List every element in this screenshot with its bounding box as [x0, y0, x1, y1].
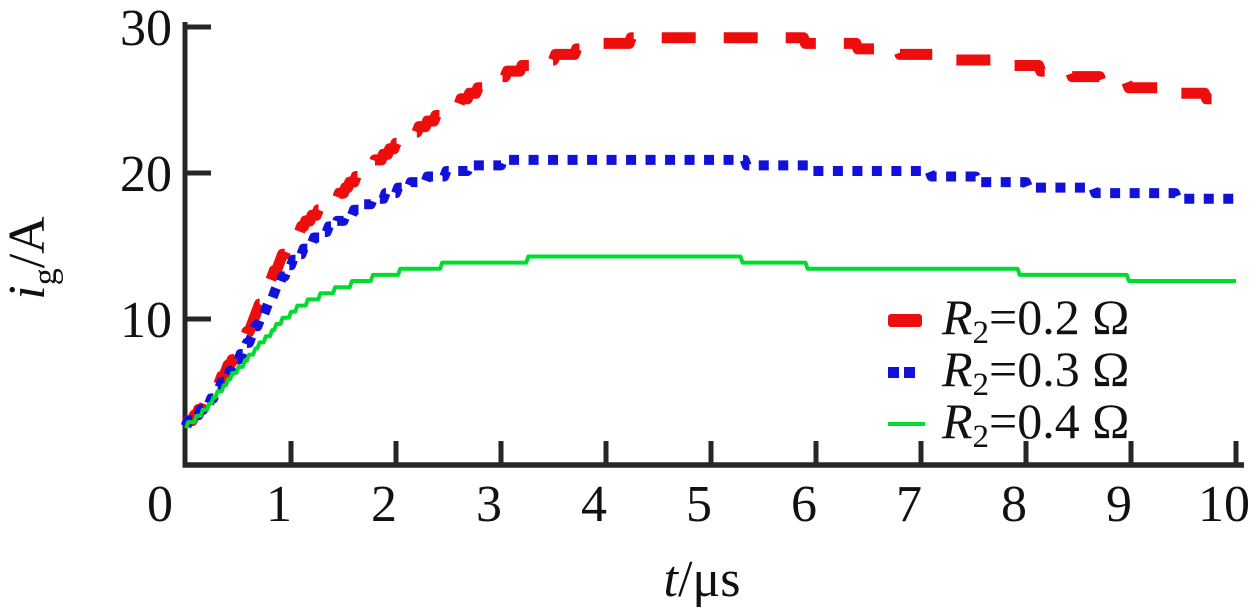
legend-marker-solid-icon [888, 422, 942, 426]
legend: R2=0.2 Ω R2=0.3 Ω R2=0.4 Ω [888, 288, 1130, 455]
legend-label: R2=0.4 Ω [942, 392, 1130, 455]
x-tick-label: 5 [686, 476, 712, 533]
x-tick-label: 8 [1001, 476, 1027, 533]
axes: 10 20 30 0 1 2 3 4 5 6 7 8 9 10 [120, 0, 1250, 533]
x-axis-label: t/μs [663, 551, 740, 608]
x-tick-label: 2 [371, 476, 397, 533]
y-axis-label-subscript: g [27, 268, 64, 285]
legend-marker-dotted-icon [888, 366, 942, 378]
x-axis-label-variable: t [663, 551, 679, 608]
x-axis-label-unit: /μs [678, 551, 741, 608]
y-axis-label: ig/A [0, 216, 64, 300]
y-tick-label: 30 [120, 0, 172, 57]
legend-marker-dashed-icon [888, 313, 942, 327]
y-axis-label-variable: i [0, 285, 56, 299]
x-tick-label: 7 [896, 476, 922, 533]
y-tick-label: 20 [120, 146, 172, 203]
x-tick-label: 10 [1198, 476, 1250, 533]
x-tick-label: 4 [581, 476, 607, 533]
curves [180, 32, 1240, 429]
y-axis-label-unit: /A [0, 216, 56, 268]
x-tick-label: 1 [266, 476, 292, 533]
x-tick-label: 9 [1106, 476, 1132, 533]
x-tick-label: 0 [147, 476, 173, 533]
legend-item: R2=0.4 Ω [888, 392, 1130, 455]
series-line-solid [184, 254, 1236, 429]
legend-item: R2=0.2 Ω [888, 288, 1130, 351]
legend-label: R2=0.3 Ω [942, 340, 1130, 403]
legend-label: R2=0.2 Ω [942, 288, 1130, 351]
legend-item: R2=0.3 Ω [888, 340, 1130, 403]
y-tick-label: 10 [120, 292, 172, 349]
x-tick-label: 6 [791, 476, 817, 533]
series-line-dotted [181, 154, 1239, 428]
x-tick-label: 3 [476, 476, 502, 533]
